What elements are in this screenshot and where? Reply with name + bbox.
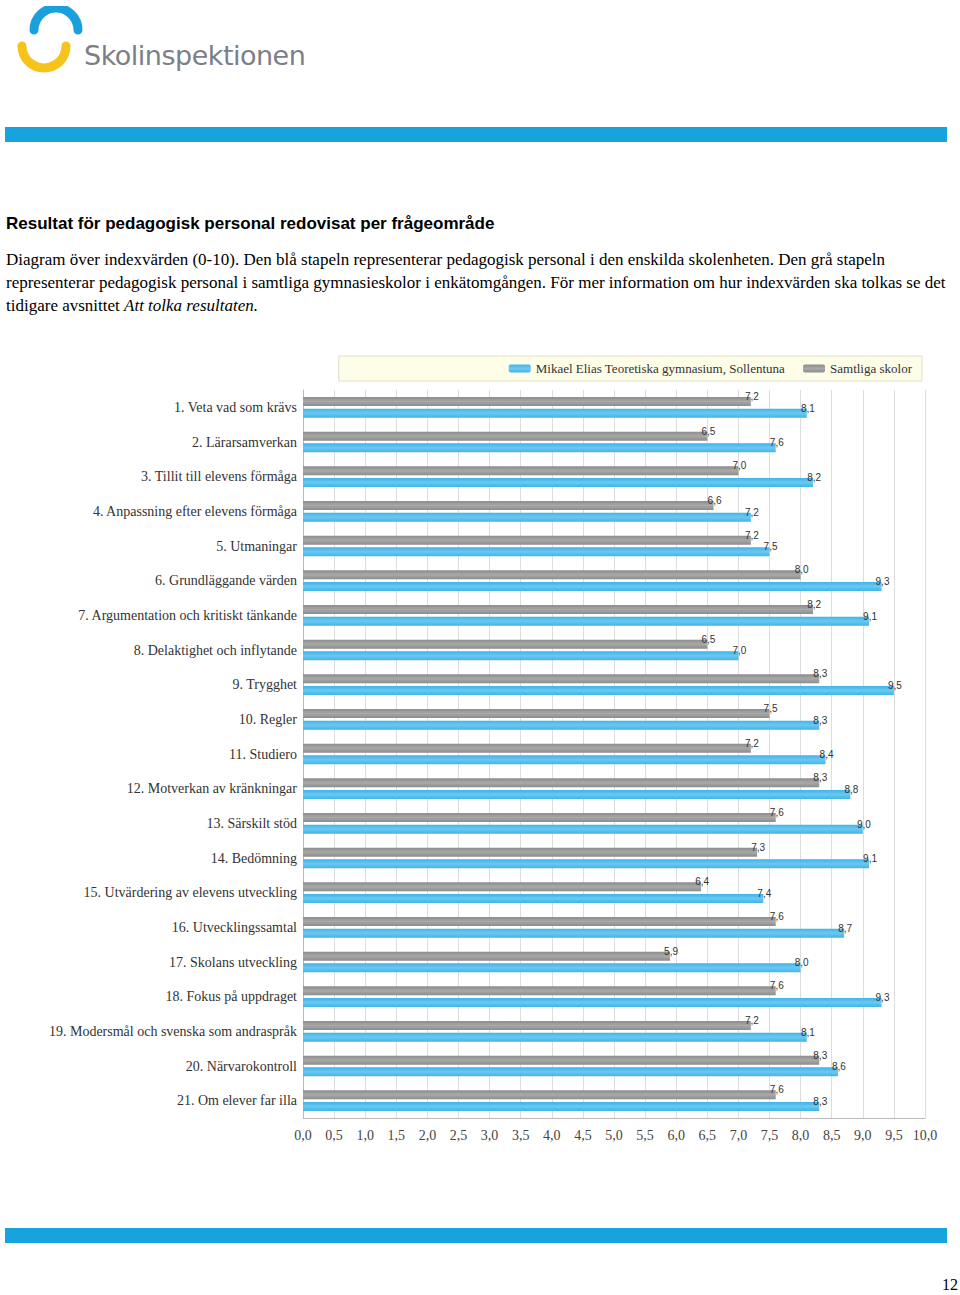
svg-text:7,2: 7,2 xyxy=(745,507,759,518)
svg-text:7,0: 7,0 xyxy=(732,460,746,471)
svg-text:7,2: 7,2 xyxy=(745,530,759,541)
svg-text:9,5: 9,5 xyxy=(885,1128,903,1143)
html-text:Diagram över indexvärden (0-10: Diagram över indexvärden (0-10). Den blå… xyxy=(6,250,946,315)
html-text:Resultat för pedagogisk person: Resultat för pedagogisk personal redovis… xyxy=(6,214,495,233)
svg-text:10,0: 10,0 xyxy=(913,1128,938,1143)
svg-text:5,9: 5,9 xyxy=(664,946,678,957)
svg-text:7,5: 7,5 xyxy=(761,1128,779,1143)
svg-text:3. Tillit till elevens förmåga: 3. Tillit till elevens förmåga xyxy=(141,469,298,484)
svg-text:21. Om elever far illa: 21. Om elever far illa xyxy=(177,1093,298,1108)
svg-text:4,5: 4,5 xyxy=(574,1128,592,1143)
svg-text:8,4: 8,4 xyxy=(820,749,834,760)
svg-text:17. Skolans utveckling: 17. Skolans utveckling xyxy=(169,955,297,970)
svg-text:6,5: 6,5 xyxy=(699,1128,717,1143)
svg-text:Mikael Elias Teoretiska gymnas: Mikael Elias Teoretiska gymnasium, Solle… xyxy=(536,361,785,376)
svg-text:7,2: 7,2 xyxy=(745,1015,759,1026)
svg-text:9,3: 9,3 xyxy=(876,576,890,587)
svg-text:2,5: 2,5 xyxy=(450,1128,468,1143)
svg-text:11. Studiero: 11. Studiero xyxy=(229,747,297,762)
svg-text:8,2: 8,2 xyxy=(807,599,821,610)
svg-text:12. Motverkan av kränkningar: 12. Motverkan av kränkningar xyxy=(127,781,298,796)
svg-text:9,0: 9,0 xyxy=(854,1128,872,1143)
svg-text:4. Anpassning efter elevens fö: 4. Anpassning efter elevens förmåga xyxy=(93,504,298,519)
svg-text:9,1: 9,1 xyxy=(863,611,877,622)
svg-text:7,6: 7,6 xyxy=(770,911,784,922)
svg-text:0,5: 0,5 xyxy=(325,1128,343,1143)
svg-text:8,8: 8,8 xyxy=(844,784,858,795)
svg-text:7,0: 7,0 xyxy=(732,645,746,656)
svg-text:14. Bedömning: 14. Bedömning xyxy=(211,851,297,866)
svg-text:7,6: 7,6 xyxy=(770,437,784,448)
svg-text:7,5: 7,5 xyxy=(764,541,778,552)
svg-text:8,0: 8,0 xyxy=(795,564,809,575)
svg-text:8,3: 8,3 xyxy=(813,1096,827,1107)
svg-text:2,0: 2,0 xyxy=(419,1128,437,1143)
svg-text:1. Veta vad som krävs: 1. Veta vad som krävs xyxy=(174,400,297,415)
svg-text:15. Utvärdering av elevens utv: 15. Utvärdering av elevens utveckling xyxy=(84,885,297,900)
svg-text:6,5: 6,5 xyxy=(701,634,715,645)
svg-text:8,3: 8,3 xyxy=(813,715,827,726)
svg-text:8,1: 8,1 xyxy=(801,1027,815,1038)
svg-text:8,3: 8,3 xyxy=(813,668,827,679)
svg-text:1,0: 1,0 xyxy=(356,1128,374,1143)
svg-text:19. Modersmål och svenska som: 19. Modersmål och svenska som andraspråk xyxy=(49,1024,297,1039)
svg-text:8,1: 8,1 xyxy=(801,403,815,414)
html-text:12: 12 xyxy=(942,1276,958,1293)
svg-text:5. Utmaningar: 5. Utmaningar xyxy=(216,539,297,554)
svg-text:6,0: 6,0 xyxy=(667,1128,685,1143)
svg-text:8,6: 8,6 xyxy=(832,1061,846,1072)
svg-text:8,3: 8,3 xyxy=(813,1050,827,1061)
svg-text:0,0: 0,0 xyxy=(294,1128,312,1143)
svg-text:6,5: 6,5 xyxy=(701,426,715,437)
svg-text:7,5: 7,5 xyxy=(764,703,778,714)
svg-text:8,0: 8,0 xyxy=(795,957,809,968)
svg-text:6,4: 6,4 xyxy=(695,876,709,887)
svg-text:8,5: 8,5 xyxy=(823,1128,841,1143)
svg-text:6,6: 6,6 xyxy=(708,495,722,506)
svg-text:3,0: 3,0 xyxy=(481,1128,499,1143)
svg-text:16. Utvecklingssamtal: 16. Utvecklingssamtal xyxy=(172,920,297,935)
svg-text:10. Regler: 10. Regler xyxy=(239,712,298,727)
svg-text:8,0: 8,0 xyxy=(792,1128,810,1143)
svg-text:7. Argumentation och kritiskt: 7. Argumentation och kritiskt tänkande xyxy=(78,608,297,623)
svg-text:7,4: 7,4 xyxy=(757,888,771,899)
svg-text:9,5: 9,5 xyxy=(888,680,902,691)
svg-text:18. Fokus på uppdraget: 18. Fokus på uppdraget xyxy=(166,989,298,1004)
svg-text:8,2: 8,2 xyxy=(807,472,821,483)
svg-text:7,6: 7,6 xyxy=(770,1084,784,1095)
svg-text:7,6: 7,6 xyxy=(770,980,784,991)
svg-text:3,5: 3,5 xyxy=(512,1128,530,1143)
svg-text:20. Närvarokontroll: 20. Närvarokontroll xyxy=(186,1059,297,1074)
svg-text:1,5: 1,5 xyxy=(388,1128,406,1143)
svg-text:8. Delaktighet och inflytande: 8. Delaktighet och inflytande xyxy=(134,643,297,658)
svg-text:7,0: 7,0 xyxy=(730,1128,748,1143)
svg-text:5,5: 5,5 xyxy=(636,1128,654,1143)
svg-text:4,0: 4,0 xyxy=(543,1128,561,1143)
svg-text:7,2: 7,2 xyxy=(745,738,759,749)
svg-text:2. Lärarsamverkan: 2. Lärarsamverkan xyxy=(192,435,297,450)
svg-text:9,1: 9,1 xyxy=(863,853,877,864)
svg-text:7,6: 7,6 xyxy=(770,807,784,818)
svg-text:9,3: 9,3 xyxy=(876,992,890,1003)
svg-text:7,2: 7,2 xyxy=(745,391,759,402)
svg-text:8,3: 8,3 xyxy=(813,772,827,783)
svg-text:13. Särskilt stöd: 13. Särskilt stöd xyxy=(206,816,297,831)
svg-text:6. Grundläggande värden: 6. Grundläggande värden xyxy=(155,573,297,588)
svg-text:9. Trygghet: 9. Trygghet xyxy=(232,677,297,692)
svg-text:7,3: 7,3 xyxy=(751,842,765,853)
html-text:Skolinspektionen: Skolinspektionen xyxy=(84,40,306,71)
svg-text:9,0: 9,0 xyxy=(857,819,871,830)
svg-text:5,0: 5,0 xyxy=(605,1128,623,1143)
svg-text:8,7: 8,7 xyxy=(838,923,852,934)
svg-text:Samtliga skolor: Samtliga skolor xyxy=(830,361,913,376)
